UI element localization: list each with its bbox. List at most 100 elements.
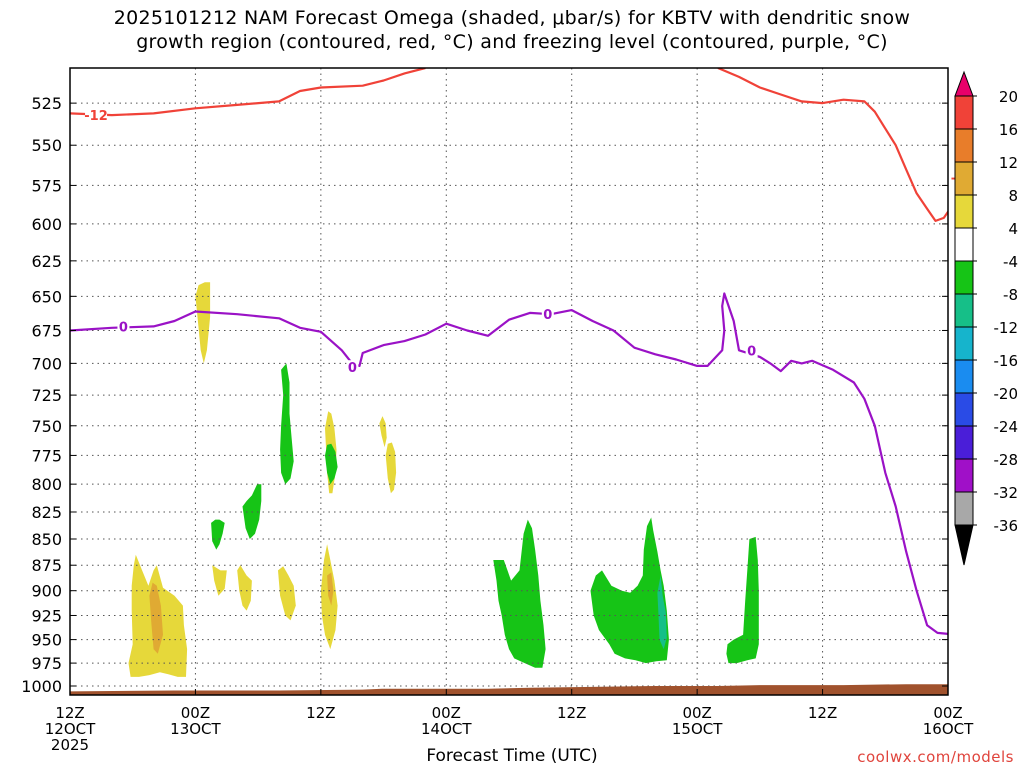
omega-region-15 [237, 565, 252, 611]
colorbar-label-12: -32 [994, 484, 1019, 502]
y-tick-label-750: 750 [31, 417, 62, 436]
colorbar-seg-3 [954, 161, 974, 196]
x-tick-label-60-1: 00Z [682, 704, 711, 722]
freezing-label-4-bg [745, 343, 758, 358]
x-tick-label-72-1: 12Z [808, 704, 837, 722]
x-tick-label-36-2: 14OCT [421, 720, 472, 738]
omega-shading-layer [128, 282, 759, 677]
terrain-layer [70, 684, 948, 695]
omega-region-3 [379, 416, 387, 448]
omega-region-8 [493, 519, 546, 668]
y-tick-label-650: 650 [31, 287, 62, 306]
colorbar-label-5: -4 [1003, 253, 1018, 271]
omega-region-13 [149, 582, 163, 654]
colorbar-label-10: -24 [994, 418, 1019, 436]
y-tick-label-525: 525 [31, 94, 62, 113]
omega-region-10 [657, 575, 667, 650]
colorbar-seg-6 [954, 260, 974, 295]
colorbar-label-3: 8 [1008, 187, 1018, 205]
omega-region-4 [280, 363, 294, 485]
dendritic-label-left: -12 [84, 109, 108, 124]
y-tick-label-850: 850 [31, 530, 62, 549]
colorbar-label-7: -12 [994, 319, 1019, 337]
y-tick-label-975: 975 [31, 654, 62, 673]
freezing-label-1: 0 [119, 320, 128, 335]
y-tick-label-825: 825 [31, 503, 62, 522]
x-tick-label-60-2: 15OCT [672, 720, 723, 738]
omega-region-7 [325, 443, 338, 485]
plot-frame [69, 67, 949, 696]
omega-region-0 [195, 282, 211, 364]
y-tick-label-725: 725 [31, 386, 62, 405]
chart-title-line1: 2025101212 NAM Forecast Omega (shaded, μ… [113, 7, 911, 29]
freezing-label-3-bg [541, 307, 554, 322]
omega-region-11 [726, 536, 759, 664]
x-tick-label-24-1: 12Z [306, 704, 335, 722]
y-tick-label-600: 600 [31, 215, 62, 234]
colorbar-seg-10 [954, 392, 974, 427]
colorbar-seg-2 [954, 128, 974, 163]
y-tick-label-550: 550 [31, 136, 62, 155]
y-axis: 525 550 575 600 625 650 675 700 725 750 775 800 825 8… [21, 94, 948, 696]
colorbar-label-1: 16 [999, 121, 1018, 139]
colorbar-seg-7 [954, 293, 974, 328]
x-tick-label-12-1: 00Z [181, 704, 210, 722]
dendritic-contour-1 [717, 68, 948, 222]
omega-region-2 [385, 442, 397, 494]
freezing-label-3: 0 [543, 308, 552, 323]
site-credit: coolwx.com/models [857, 748, 1014, 766]
omega-region-18 [327, 572, 334, 606]
colorbar-seg-8 [954, 326, 974, 361]
colorbar-seg-12 [954, 458, 974, 493]
omega-region-14 [212, 565, 227, 596]
colorbar-label-13: -36 [994, 517, 1019, 535]
colorbar-seg-13 [954, 491, 974, 526]
colorbar-seg-5 [954, 227, 974, 262]
y-tick-label-625: 625 [31, 252, 62, 271]
omega-region-16 [278, 566, 296, 621]
freezing-level-contour [70, 292, 948, 636]
x-tick-label-12-2: 13OCT [170, 720, 221, 738]
colorbar-label-2: 12 [999, 154, 1018, 172]
dendritic-label-left-bg [85, 108, 108, 123]
colorbar-label-0: 20 [999, 88, 1018, 106]
x-tick-label-36-1: 00Z [432, 704, 461, 722]
x-tick-label-0-2: 12OCT [45, 720, 96, 738]
x-tick-label-84-2: 16OCT [923, 720, 974, 738]
colorbar-label-4: 4 [1008, 220, 1018, 238]
colorbar-label-8: -16 [994, 352, 1019, 370]
y-tick-label-1000: 1000 [21, 677, 62, 696]
y-tick-label-900: 900 [31, 582, 62, 601]
freezing-label-1-bg [117, 319, 130, 334]
chart-title-line2: growth region (contoured, red, °C) and f… [136, 31, 888, 53]
colorbar-label-9: -20 [994, 385, 1019, 403]
colorbar-seg-9 [954, 359, 974, 394]
contour-layer [70, 68, 948, 636]
freezing-label-4: 0 [747, 344, 756, 359]
x-tick-label-0-3: 2025 [51, 736, 89, 754]
colorbar-top-arrow [954, 70, 974, 97]
y-tick-label-700: 700 [31, 354, 62, 373]
omega-region-9 [590, 517, 669, 664]
chart-title: 2025101212 NAM Forecast Omega (shaded, μ… [0, 6, 1024, 54]
x-tick-label-84-1: 00Z [933, 704, 962, 722]
colorbar-bottom-arrow [954, 524, 974, 566]
omega-region-6 [211, 519, 225, 550]
y-tick-label-675: 675 [31, 321, 62, 340]
y-tick-label-800: 800 [31, 475, 62, 494]
colorbar-seg-1 [954, 95, 974, 130]
x-axis-label: Forecast Time (UTC) [426, 746, 598, 766]
y-tick-label-925: 925 [31, 606, 62, 625]
terrain-fill [70, 684, 948, 695]
x-tick-label-48-1: 12Z [557, 704, 586, 722]
colorbar-legend: 20 16 12 8 4 -4 -8 -12 -16 -20 -24 -28 -32 -36 [954, 70, 1019, 566]
y-tick-label-775: 775 [31, 446, 62, 465]
freezing-label-2: 0 [348, 361, 357, 376]
colorbar-label-11: -28 [994, 451, 1019, 469]
freezing-label-2-bg [346, 360, 359, 375]
x-tick-label-0-1: 12Z [55, 704, 84, 722]
y-tick-label-875: 875 [31, 556, 62, 575]
